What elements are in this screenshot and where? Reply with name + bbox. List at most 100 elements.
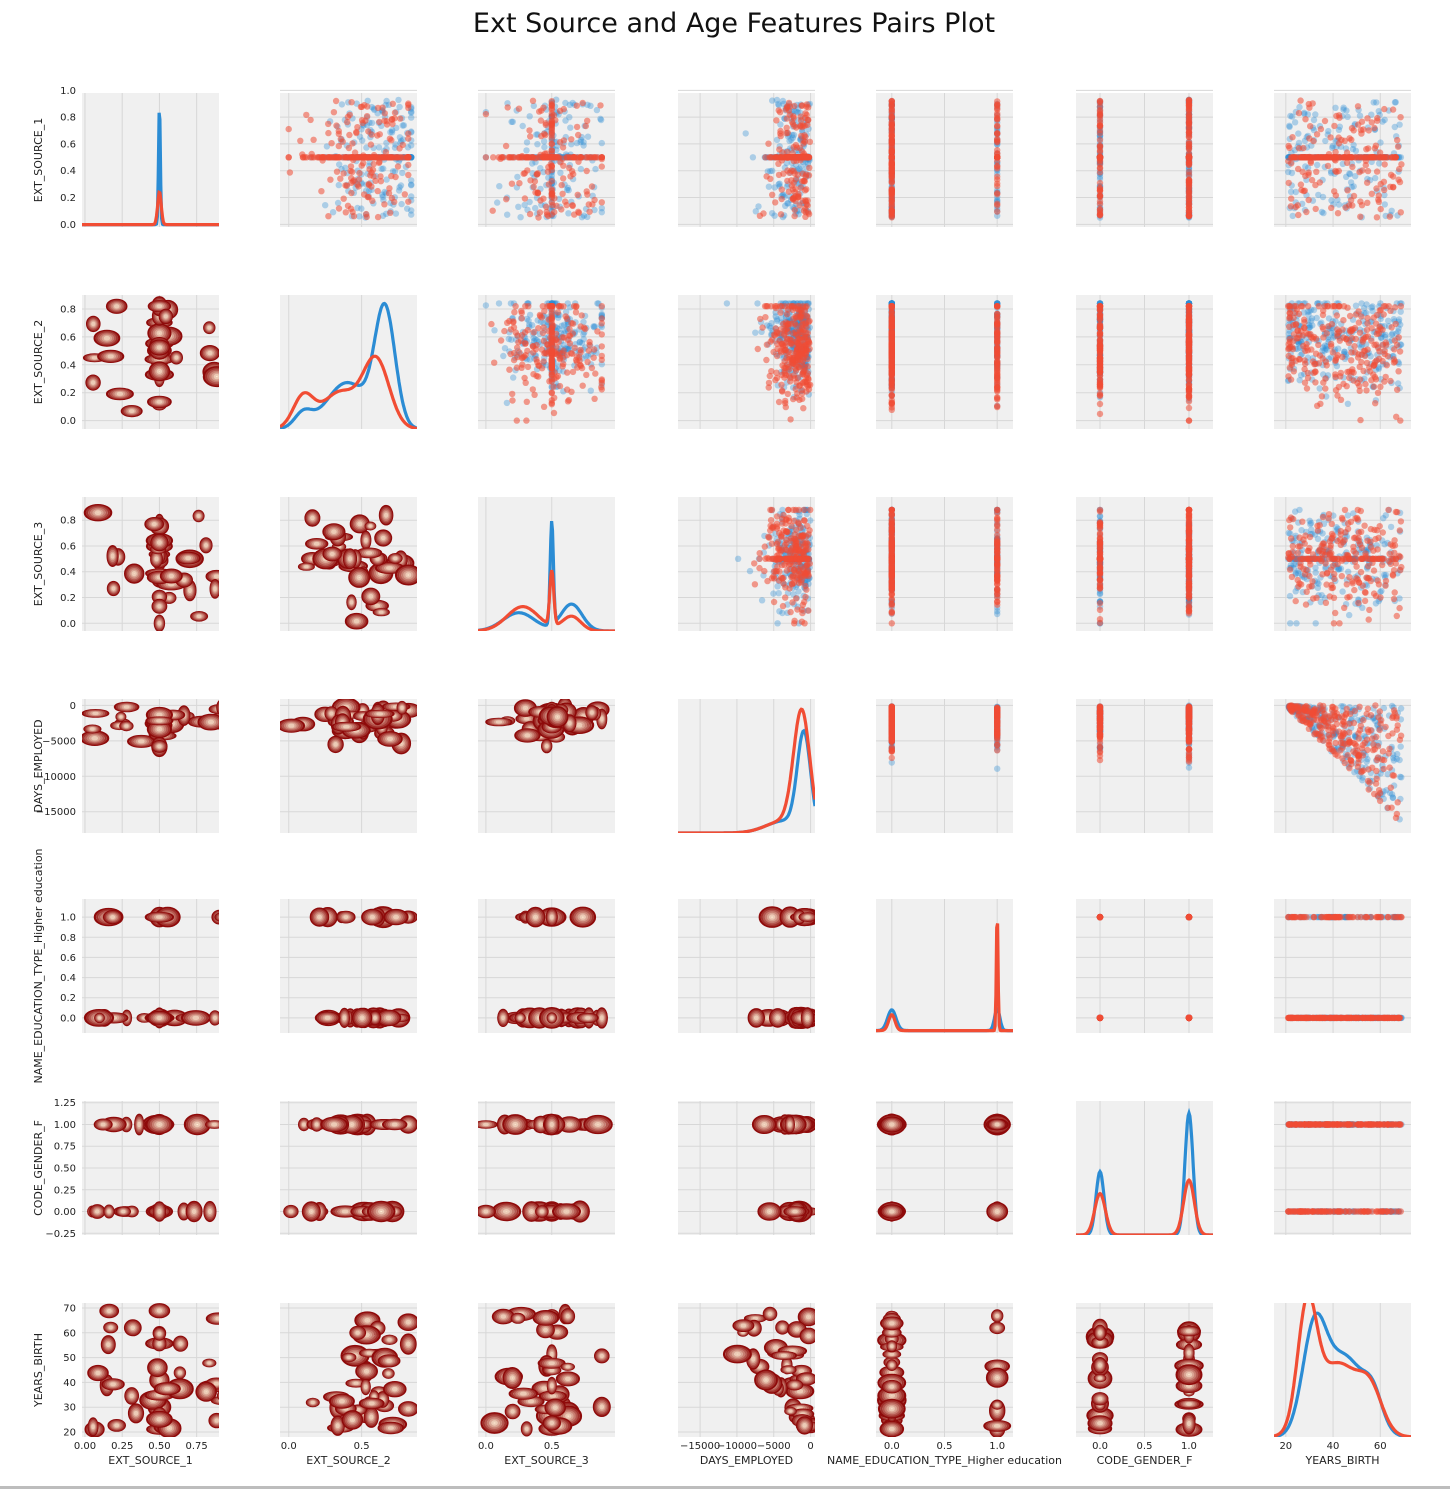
scatter-point-series-a [1289,212,1296,220]
scatter-point-series-a [580,142,587,149]
scatter-point-series-a [505,335,512,343]
scatter-point-series-b [563,315,571,322]
scatter-point-series-b [525,303,532,310]
kde-contour [128,409,135,414]
scatter-point-series-b [1312,181,1319,189]
scatter-point-series-b [519,354,526,361]
scatter-point-series-b [348,154,355,161]
scatter-point-series-a [540,138,548,145]
scatter-point-series-b [303,111,310,119]
scatter-point-series-b [770,348,777,356]
scatter-point-series-b [328,154,336,161]
scatter-point-series-a [782,202,789,209]
scatter-point-series-b [515,105,523,112]
kde-curve-series-b [82,189,219,227]
scatter-point-series-b [1365,127,1373,134]
scatter-point-series-b [560,175,567,182]
scatter-point-series-b [532,346,540,353]
scatter-point-series-b [356,169,363,177]
scatter-point-series-a [577,165,585,173]
scatter-point-series-b [584,358,591,366]
scatter-point-series-a [530,102,537,110]
scatter-point-series-a [773,316,781,323]
scatter-point-series-b [550,383,557,390]
scatter-point-series-b [534,170,541,177]
kde-contour [153,365,166,377]
scatter-point-series-b [588,183,596,190]
scatter-point-series-b [541,308,548,315]
scatter-point-series-a [577,138,584,146]
scatter-point-series-b [535,214,542,221]
scatter-point-series-b [370,160,377,168]
scatter-point-series-b [541,130,548,137]
scatter-point-series-b [585,201,592,208]
scatter-point-series-a [395,187,403,194]
scatter-point-series-a [566,114,573,121]
scatter-point-series-b [803,154,811,161]
scatter-point-series-b [387,209,394,216]
y-tick-label: 0.2 [60,193,76,204]
scatter-point-series-b [799,395,806,403]
scatter-point-series-b [539,303,546,310]
scatter-point-series-a [533,131,540,138]
scatter-point-series-a [1295,130,1302,137]
scatter-point-series-b [1381,161,1388,168]
scatter-point-series-a [399,136,407,143]
scatter-point-series-b [518,315,525,322]
scatter-point-series-b [315,154,322,161]
scatter-point-series-a [338,101,346,108]
scatter-point-series-a [1329,142,1337,150]
kde-contour [199,345,219,362]
scatter-point-series-b [1394,136,1401,144]
scatter-point-series-b [598,154,605,161]
scatter-point-series-b [391,115,398,122]
scatter-point-series-a [495,300,503,307]
scatter-point-series-b [543,150,550,157]
scatter-point-series-a [767,324,774,332]
scatter-point-series-b [335,154,342,161]
scatter-point-series-b [540,337,548,345]
scatter-point-series-b [1185,212,1193,219]
scatter-point-series-a [503,399,511,407]
scatter-point-series-a [523,139,531,146]
scatter-point-series-b [1377,205,1384,213]
scatter-point-series-a [796,165,803,172]
scatter-point-series-a [1328,197,1335,204]
scatter-point-series-a [541,143,548,151]
scatter-point-series-b [1185,154,1193,161]
scatter-point-series-b [787,416,794,423]
scatter-point-series-b [801,366,808,374]
scatter-point-series-b [791,375,798,382]
scatter-point-series-b [548,147,555,154]
scatter-point-series-b [763,173,770,180]
scatter-point-series-a [1373,99,1380,106]
scatter-point-series-a [565,210,572,217]
scatter-point-series-b [549,154,556,161]
scatter-point-series-b [888,106,895,113]
scatter-point-series-b [1303,208,1310,216]
scatter-point-series-b [518,307,525,315]
scatter-point-series-a [773,317,781,325]
scatter-point-series-a [356,213,363,220]
scatter-point-series-b [403,154,411,161]
scatter-point-series-a [785,200,792,207]
scatter-point-series-a [778,314,785,322]
scatter-point-series-b [799,390,806,397]
scatter-point-series-b [759,324,766,331]
kde-contour [156,400,163,404]
scatter-point-series-a [766,322,773,330]
scatter-point-series-b [1185,171,1193,179]
scatter-point-series-b [543,208,550,216]
scatter-point-series-b [779,388,786,395]
scatter-point-series-b [540,403,548,410]
scatter-point-series-b [785,348,792,356]
y-tick-label: 0.4 [60,360,76,371]
scatter-point-series-b [491,359,498,366]
scatter-point-series-b [1366,154,1373,161]
scatter-point-series-a [1391,99,1399,106]
kde-contour [113,304,120,309]
kde-curve-series-b [280,354,417,429]
kde-contour [150,340,169,355]
scatter-point-series-b [1310,137,1317,145]
